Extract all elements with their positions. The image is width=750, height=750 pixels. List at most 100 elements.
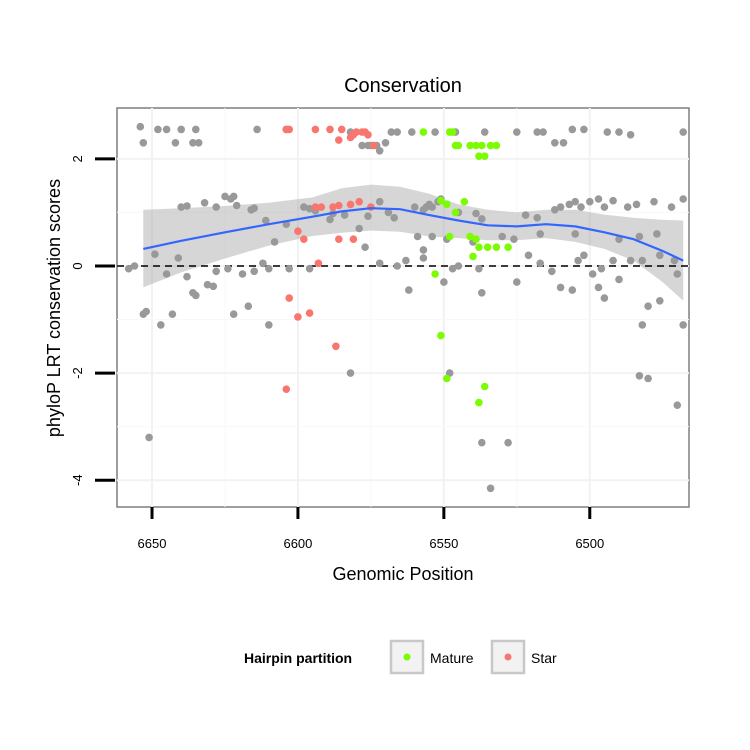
point-star	[314, 259, 323, 268]
legend-dot-star	[504, 653, 512, 661]
point-other	[250, 204, 258, 212]
point-other	[238, 270, 247, 278]
y-tick-label: -2	[70, 367, 85, 379]
point-mature	[437, 196, 445, 205]
point-other	[571, 197, 579, 206]
point-other	[548, 267, 556, 276]
point-other	[358, 141, 366, 150]
point-other	[524, 251, 533, 260]
point-star	[337, 125, 346, 134]
point-other	[253, 125, 261, 134]
point-other	[600, 203, 609, 211]
point-other	[232, 201, 241, 210]
point-other	[229, 310, 238, 319]
point-other	[600, 294, 609, 302]
x-axis-label: Genomic Position	[332, 564, 473, 584]
point-star	[305, 309, 314, 317]
point-other	[638, 321, 647, 329]
plot-panel	[116, 107, 690, 508]
point-other	[305, 264, 314, 273]
point-other	[513, 278, 521, 286]
point-other	[151, 250, 159, 258]
y-tick-label: -4	[70, 474, 85, 486]
point-other	[189, 139, 197, 147]
point-star	[329, 203, 337, 211]
point-other	[221, 192, 229, 201]
point-other	[609, 256, 617, 265]
point-other	[413, 232, 422, 241]
point-other	[574, 256, 582, 265]
point-other	[478, 438, 486, 447]
point-other	[656, 297, 664, 305]
points-layer	[124, 122, 687, 493]
point-other	[635, 372, 644, 380]
point-other	[670, 256, 679, 265]
point-star	[294, 227, 302, 235]
point-other	[364, 212, 372, 220]
point-star	[355, 197, 364, 206]
point-other	[571, 230, 579, 238]
point-other	[588, 270, 597, 278]
point-other	[270, 238, 279, 246]
point-other	[454, 262, 463, 270]
point-other	[177, 203, 185, 211]
point-other	[250, 267, 258, 276]
point-star	[346, 200, 355, 209]
point-other	[265, 321, 273, 329]
point-other	[212, 267, 220, 276]
point-other	[428, 203, 437, 211]
point-other	[656, 251, 664, 260]
point-other	[679, 321, 687, 329]
point-other	[200, 199, 209, 207]
point-mature	[469, 252, 477, 261]
point-other	[285, 264, 294, 273]
point-mature	[492, 141, 501, 150]
point-other	[130, 262, 139, 270]
point-star	[282, 385, 291, 394]
point-mature	[419, 128, 428, 136]
point-other	[653, 230, 661, 238]
point-other	[478, 215, 486, 223]
point-other	[410, 203, 419, 211]
point-mature	[443, 374, 451, 383]
point-other	[192, 291, 200, 300]
point-other	[229, 192, 238, 201]
point-other	[556, 203, 565, 211]
point-other	[632, 200, 641, 209]
point-star	[285, 294, 294, 302]
point-other	[556, 283, 565, 292]
point-other	[594, 283, 603, 292]
point-other	[551, 139, 559, 147]
point-other	[626, 256, 635, 265]
x-tick-label: 6600	[283, 536, 312, 551]
point-other	[390, 214, 399, 222]
point-other	[521, 211, 530, 219]
point-other	[594, 195, 603, 203]
point-mature	[437, 331, 445, 340]
point-other	[375, 259, 384, 268]
point-other	[638, 256, 647, 265]
confidence-ribbon	[143, 184, 684, 301]
point-mature	[480, 382, 489, 391]
point-other	[644, 302, 652, 311]
point-other	[162, 270, 171, 278]
point-star	[335, 136, 343, 144]
grid	[117, 108, 689, 507]
point-mature	[466, 232, 474, 241]
point-other	[154, 125, 162, 134]
legend-dot-mature	[403, 653, 411, 661]
point-other	[513, 128, 521, 136]
y-tick-label: 2	[70, 155, 85, 162]
point-other	[393, 128, 402, 136]
point-other	[168, 310, 177, 319]
point-star	[317, 203, 326, 211]
point-other	[419, 254, 428, 262]
point-other	[510, 235, 518, 243]
point-mature	[454, 141, 463, 150]
point-other	[603, 128, 612, 136]
point-star	[332, 342, 340, 351]
point-other	[174, 254, 183, 262]
point-star	[364, 131, 372, 139]
point-other	[171, 139, 180, 147]
point-star	[300, 235, 308, 243]
